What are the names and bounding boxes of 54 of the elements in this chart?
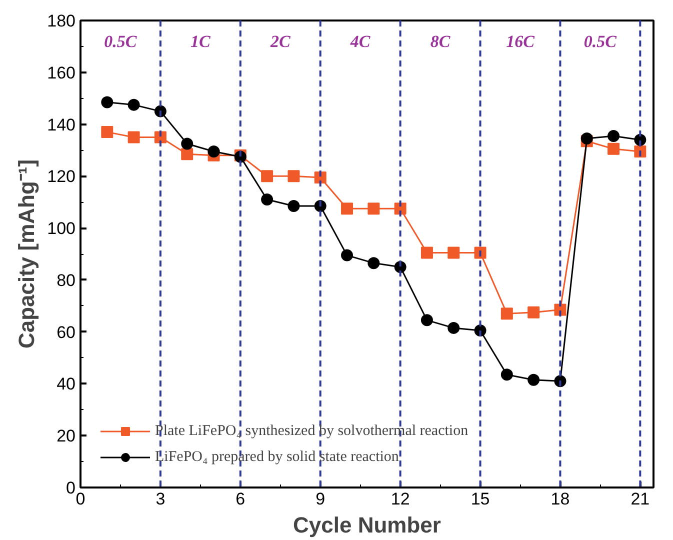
x-tick-label: 18 bbox=[550, 490, 570, 508]
point bbox=[500, 308, 513, 320]
annotation: 1C bbox=[190, 32, 212, 52]
y-tick-label: 20 bbox=[56, 426, 76, 446]
point bbox=[288, 200, 300, 212]
y-tick-label: 40 bbox=[56, 374, 76, 394]
x-tick-label: 21 bbox=[630, 490, 650, 508]
annotation: 16C bbox=[506, 32, 536, 52]
annotation: 0.5C bbox=[584, 32, 618, 52]
point bbox=[528, 374, 540, 386]
point bbox=[261, 194, 274, 206]
point bbox=[448, 246, 460, 259]
y-tick-label: 140 bbox=[47, 115, 76, 134]
legend-label: Plate LiFePO₄ synthesized by solvothermal reaction bbox=[155, 422, 468, 440]
point bbox=[420, 314, 433, 326]
y-tick-label: 80 bbox=[56, 270, 76, 290]
y-axis-title: Capacity [mAhg⁻¹] bbox=[14, 159, 40, 349]
point bbox=[474, 246, 486, 259]
point bbox=[500, 368, 513, 381]
point bbox=[448, 322, 460, 334]
point bbox=[101, 96, 114, 108]
x-tick-label: 15 bbox=[470, 490, 490, 508]
point bbox=[128, 131, 140, 144]
point bbox=[181, 148, 194, 160]
point bbox=[420, 246, 433, 259]
point bbox=[341, 202, 354, 215]
point bbox=[608, 130, 620, 142]
x-tick-label: 6 bbox=[236, 490, 246, 508]
x-tick-label: 3 bbox=[156, 490, 166, 508]
annotation: 8C bbox=[430, 32, 451, 52]
point bbox=[608, 142, 620, 155]
point bbox=[368, 202, 380, 215]
y-tick-label: 120 bbox=[47, 167, 76, 186]
point bbox=[528, 306, 540, 318]
annotation: 0.5C bbox=[104, 32, 138, 52]
point bbox=[261, 170, 274, 182]
y-tick-label: 60 bbox=[56, 322, 76, 342]
legend-label: LiFePO₄ prepared by solid state reaction bbox=[155, 448, 399, 466]
point bbox=[288, 170, 300, 182]
point bbox=[181, 138, 194, 150]
y-tick-label: 100 bbox=[47, 219, 76, 238]
y-tick-label: 160 bbox=[47, 63, 76, 82]
x-tick-label: 12 bbox=[390, 490, 410, 508]
annotation: 4C bbox=[349, 32, 371, 52]
annotation: 2C bbox=[269, 32, 291, 52]
point bbox=[580, 132, 593, 145]
x-tick-label: 9 bbox=[316, 490, 326, 508]
x-axis-title: Cycle Number bbox=[293, 512, 442, 538]
point bbox=[128, 98, 140, 111]
y-tick-label: 180 bbox=[47, 12, 76, 30]
point bbox=[368, 257, 380, 270]
point bbox=[208, 146, 220, 158]
point bbox=[101, 126, 114, 138]
point bbox=[341, 249, 354, 262]
